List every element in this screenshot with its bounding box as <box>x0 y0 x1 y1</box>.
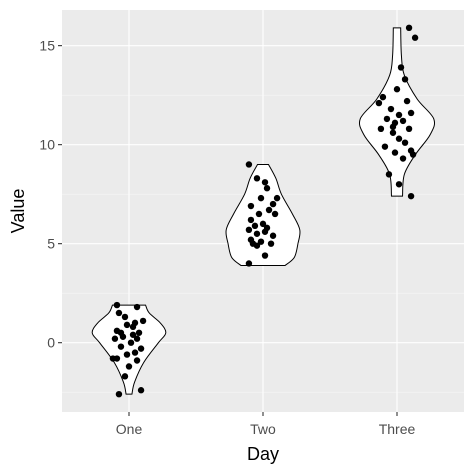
y-tick-label: 15 <box>39 38 55 54</box>
y-tick-label: 5 <box>47 236 55 252</box>
data-point <box>117 329 125 336</box>
data-point <box>379 93 387 101</box>
data-point <box>395 111 403 119</box>
x-axis-title: Day <box>247 444 279 464</box>
data-point <box>389 123 397 131</box>
data-point <box>261 252 269 259</box>
y-tick-label: 10 <box>39 137 55 153</box>
data-point <box>109 355 117 362</box>
data-point <box>263 185 271 192</box>
data-point <box>403 97 411 105</box>
data-point <box>407 192 415 200</box>
data-point <box>125 363 133 370</box>
data-point <box>395 135 403 142</box>
data-point <box>255 210 263 218</box>
data-point <box>405 125 413 133</box>
data-point <box>121 373 129 380</box>
violin-layer <box>91 27 436 395</box>
violin-two <box>225 163 301 266</box>
data-point <box>261 179 269 186</box>
data-point <box>115 390 123 398</box>
data-point <box>251 222 259 230</box>
data-point <box>407 109 415 117</box>
y-tick-label: 0 <box>47 335 55 351</box>
data-point <box>253 175 261 182</box>
data-point <box>261 228 269 235</box>
data-point <box>137 345 145 352</box>
data-point <box>247 216 255 224</box>
data-point <box>245 226 253 234</box>
violin-three <box>358 27 436 197</box>
data-point <box>271 210 279 218</box>
data-point <box>137 387 145 394</box>
data-point <box>111 335 119 342</box>
data-point <box>269 200 277 208</box>
data-point <box>269 232 277 239</box>
data-point <box>139 317 147 325</box>
x-tick-label: One <box>116 421 143 437</box>
point-layer <box>109 24 419 398</box>
x-axis-ticks: One Two Three <box>116 412 416 437</box>
data-point <box>121 313 129 321</box>
data-point <box>253 230 261 237</box>
data-point <box>245 161 253 168</box>
data-point <box>131 349 139 356</box>
data-point <box>253 242 261 249</box>
data-point <box>133 303 141 311</box>
data-point <box>133 335 141 342</box>
data-point <box>383 115 391 123</box>
data-point <box>389 129 397 136</box>
data-point <box>391 149 399 156</box>
data-point <box>375 99 383 107</box>
data-point <box>267 240 275 247</box>
y-axis-ticks: 0 5 10 15 <box>39 38 62 351</box>
data-point <box>405 24 413 32</box>
data-point <box>113 301 121 309</box>
x-tick-label: Three <box>379 421 416 437</box>
data-point <box>259 220 267 228</box>
data-point <box>135 329 143 336</box>
data-point <box>247 202 255 210</box>
data-point <box>385 171 393 178</box>
data-point <box>265 206 273 214</box>
data-point <box>257 238 265 245</box>
data-point <box>115 309 123 317</box>
x-tick-label: Two <box>250 421 276 437</box>
data-point <box>129 323 137 331</box>
data-point <box>399 117 407 125</box>
data-point <box>395 181 403 188</box>
data-point <box>129 331 137 338</box>
data-point <box>123 321 131 329</box>
data-point <box>397 64 405 71</box>
data-point <box>409 151 417 158</box>
data-point <box>401 76 409 83</box>
data-point <box>381 143 389 150</box>
data-point <box>123 351 131 358</box>
data-point <box>393 86 401 93</box>
data-point <box>117 343 125 350</box>
data-point <box>273 194 281 202</box>
data-point <box>377 125 385 133</box>
data-point <box>399 155 407 162</box>
data-point <box>127 339 135 346</box>
data-point <box>257 194 265 202</box>
data-point <box>133 357 141 364</box>
data-point <box>401 139 409 146</box>
data-point <box>411 34 419 41</box>
data-point <box>245 260 253 267</box>
y-axis-title: Value <box>8 189 28 234</box>
data-point <box>387 105 395 113</box>
